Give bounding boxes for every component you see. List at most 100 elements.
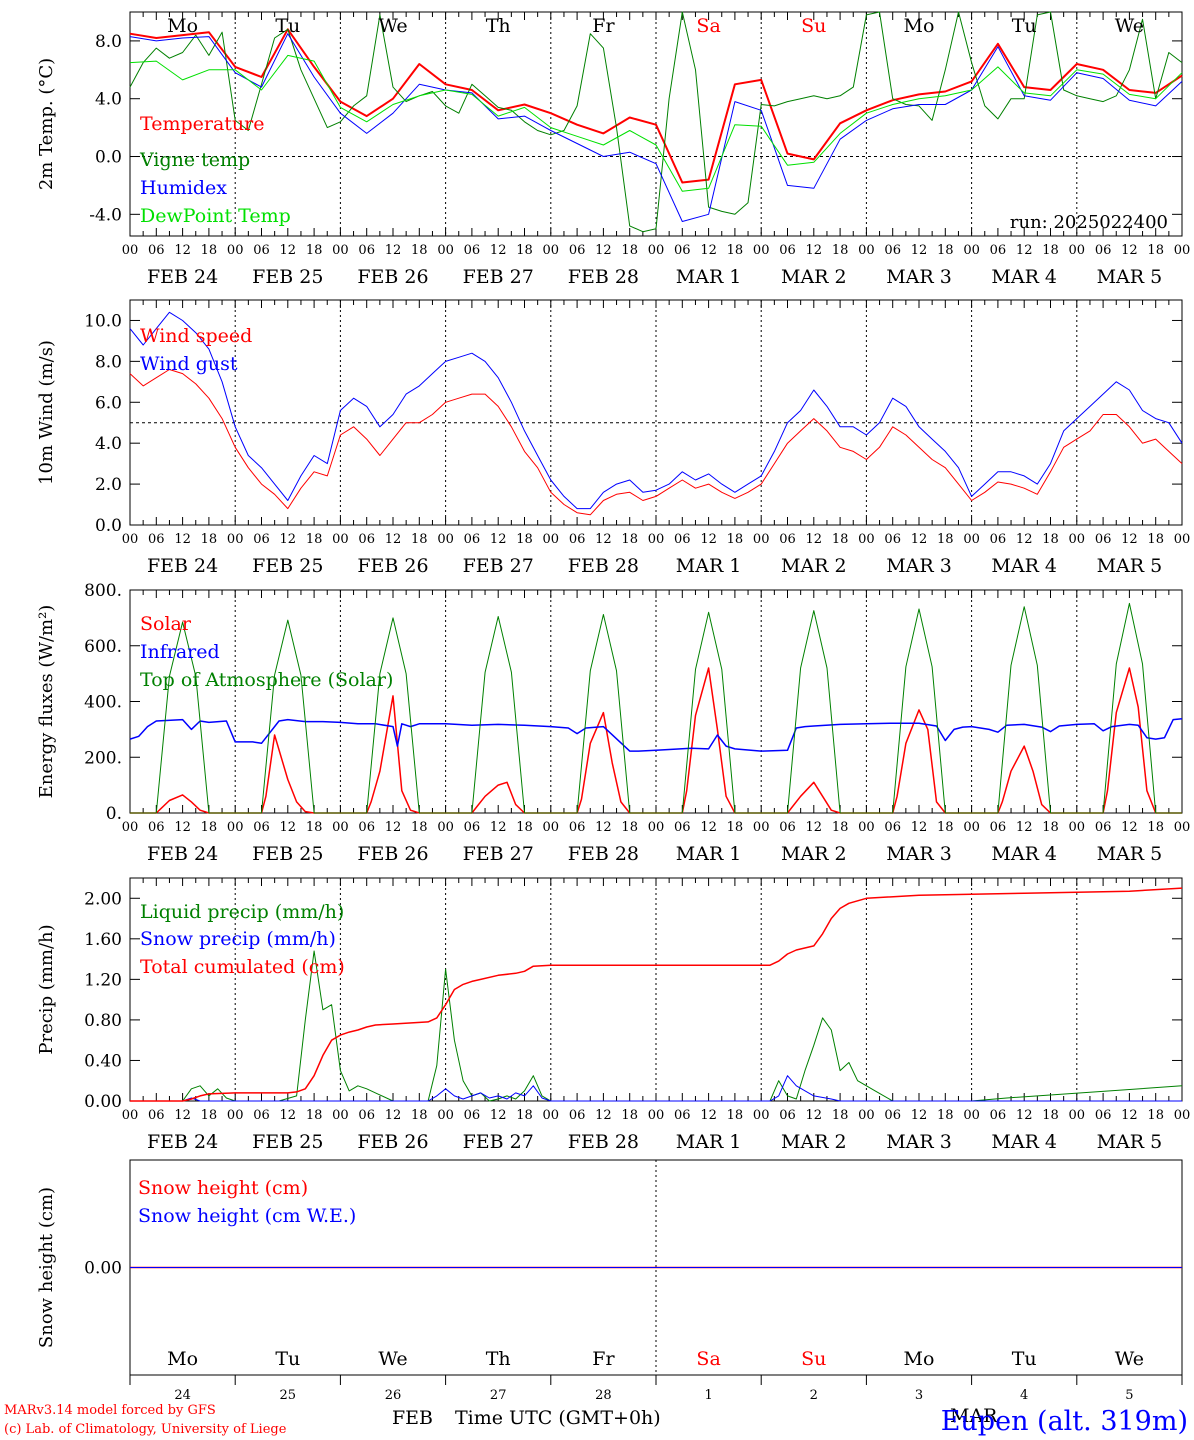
hour-label: 12	[490, 820, 507, 835]
credit-line-2: (c) Lab. of Climatology, University of L…	[4, 1422, 287, 1437]
hour-label: 12	[806, 243, 823, 258]
hour-label: 18	[1147, 1108, 1164, 1123]
hour-label: 12	[174, 1108, 191, 1123]
day-number: 4	[1020, 1388, 1028, 1403]
legend-entry: Liquid precip (mm/h)	[140, 901, 344, 923]
hour-label: 06	[1095, 532, 1112, 547]
hour-label: 00	[122, 532, 139, 547]
legend-entry: Total cumulated (cm)	[140, 956, 345, 978]
credit-line-1: MARv3.14 model forced by GFS	[4, 1403, 216, 1418]
date-label: FEB 25	[252, 1131, 323, 1153]
y-tick-label: 0.00	[84, 1259, 122, 1279]
hour-label: 18	[201, 820, 218, 835]
hour-label: 00	[122, 243, 139, 258]
hour-label: 00	[753, 1108, 770, 1123]
hour-label: 12	[700, 1108, 717, 1123]
date-label: FEB 27	[463, 843, 534, 865]
hour-label: 00	[1174, 1108, 1191, 1123]
hour-label: 12	[1121, 243, 1138, 258]
hour-label: 06	[253, 820, 270, 835]
hour-label: 18	[306, 820, 323, 835]
hour-label: 00	[858, 1108, 875, 1123]
panel-2: 00 06 12 18 00 06 12 18 00 06 12 18 00 06 12 18 00 06 12 18…	[36, 299, 1190, 577]
hour-label: 18	[516, 243, 533, 258]
hour-label: 18	[516, 1108, 533, 1123]
weekday-label: Mo	[167, 15, 198, 37]
hour-label: 12	[911, 1108, 928, 1123]
station-label: Eupen (alt. 319m)	[941, 1406, 1188, 1437]
series-line-dewpoint-temp	[129, 54, 1183, 192]
legend-entry: Vigne temp	[139, 149, 250, 171]
hour-label: 18	[1042, 243, 1059, 258]
hour-label: 18	[201, 532, 218, 547]
hour-label: 00	[1069, 820, 1086, 835]
hour-label: 12	[595, 1108, 612, 1123]
series-line-temperature	[129, 28, 1183, 184]
y-tick-label: 0.0	[95, 148, 122, 168]
date-label: MAR 5	[1097, 843, 1163, 865]
date-label: FEB 25	[252, 266, 323, 288]
hour-label: 18	[727, 532, 744, 547]
hour-label: 06	[674, 820, 691, 835]
y-tick-label: 0.80	[84, 1011, 122, 1031]
hour-label: 00	[858, 820, 875, 835]
series-line-humidex	[129, 33, 1183, 222]
hour-label: 12	[911, 243, 928, 258]
hour-label: 12	[1016, 1108, 1033, 1123]
hour-label: 18	[621, 1108, 638, 1123]
date-label: FEB 27	[463, 266, 534, 288]
hour-label: 00	[648, 820, 665, 835]
day-number: 24	[174, 1388, 191, 1403]
hour-label: 06	[990, 820, 1007, 835]
hour-label: 00	[753, 243, 770, 258]
weekday-label-bottom: Mo	[167, 1348, 198, 1370]
hour-label: 00	[543, 532, 560, 547]
hour-label: 06	[253, 243, 270, 258]
date-label: MAR 3	[886, 843, 952, 865]
date-label: MAR 2	[781, 266, 847, 288]
legend-entry: Top of Atmosphere (Solar)	[140, 669, 393, 691]
day-number: 2	[810, 1388, 818, 1403]
y-tick-label: 0.0	[95, 516, 122, 536]
hour-label: 12	[700, 532, 717, 547]
y-tick-label: 6.0	[95, 393, 122, 413]
hour-label: 12	[280, 820, 297, 835]
weekday-label-bottom: Sa	[696, 1348, 720, 1370]
hour-label: 06	[674, 532, 691, 547]
hour-label: 06	[148, 1108, 165, 1123]
date-label: MAR 3	[886, 555, 952, 577]
hour-label: 18	[411, 243, 428, 258]
date-label: MAR 5	[1097, 266, 1163, 288]
hour-label: 06	[569, 820, 586, 835]
weekday-label: Tu	[1012, 15, 1037, 37]
hour-label: 18	[1042, 820, 1059, 835]
hour-label: 18	[621, 243, 638, 258]
hour-label: 00	[227, 243, 244, 258]
hour-label: 06	[464, 532, 481, 547]
hour-label: 00	[648, 1108, 665, 1123]
hour-label: 06	[569, 1108, 586, 1123]
date-label: FEB 26	[357, 555, 428, 577]
hour-label: 06	[148, 820, 165, 835]
date-label: MAR 4	[991, 555, 1057, 577]
hour-label: 06	[569, 243, 586, 258]
date-label: FEB 27	[463, 1131, 534, 1153]
hour-label: 06	[148, 532, 165, 547]
date-label: MAR 4	[991, 1131, 1057, 1153]
y-tick-label: 4.0	[95, 434, 122, 454]
hour-label: 06	[253, 532, 270, 547]
hour-label: 06	[779, 1108, 796, 1123]
y-axis-label: Energy fluxes (W/m²)	[36, 605, 57, 799]
hour-label: 12	[595, 532, 612, 547]
hour-label: 06	[464, 1108, 481, 1123]
y-axis-label: 2m Temp. (°C)	[36, 58, 57, 190]
hour-label: 00	[963, 1108, 980, 1123]
hour-label: 12	[1016, 532, 1033, 547]
hour-label: 00	[543, 243, 560, 258]
hour-label: 12	[700, 243, 717, 258]
y-tick-label: 800.	[84, 581, 122, 601]
date-label: FEB 26	[357, 1131, 428, 1153]
date-label: MAR 5	[1097, 555, 1163, 577]
date-label: MAR 5	[1097, 1131, 1163, 1153]
hour-label: 18	[411, 1108, 428, 1123]
